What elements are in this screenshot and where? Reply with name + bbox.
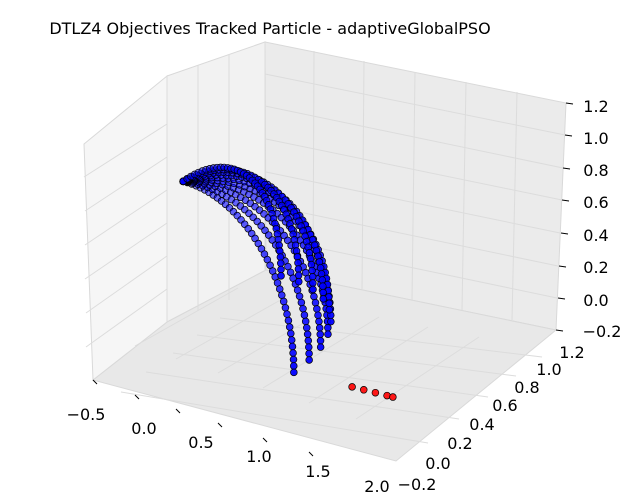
z-tick-label: 0.2 <box>583 258 608 277</box>
front-point <box>290 368 298 377</box>
front-point <box>327 317 335 326</box>
y-tick-label: 1.2 <box>559 343 584 362</box>
front-point <box>290 362 298 370</box>
front-point <box>284 316 293 325</box>
y-tick-label: −0.2 <box>398 475 437 494</box>
x-tick-label: 0.0 <box>131 419 156 438</box>
front-point <box>319 288 327 297</box>
front-point <box>289 349 297 357</box>
front-point <box>281 303 290 312</box>
front-point <box>278 291 286 299</box>
z-tick-label: 0.6 <box>583 193 608 212</box>
z-tick-labels: −0.2 0.0 0.2 0.4 0.6 0.8 1.0 1.2 <box>583 97 622 341</box>
x-tick-label: 1.0 <box>246 447 271 466</box>
front-point <box>289 355 298 364</box>
front-point <box>309 285 317 294</box>
front-point <box>294 271 303 280</box>
front-point <box>319 282 327 290</box>
front-point <box>303 330 312 338</box>
front-point <box>275 285 284 293</box>
front-point <box>316 343 325 351</box>
z-tick-label: 1.0 <box>583 129 608 148</box>
front-point <box>293 286 302 294</box>
chart-title: DTLZ4 Objectives Tracked Particle - adap… <box>49 19 490 38</box>
axis-ticks <box>92 102 574 457</box>
front-point <box>283 310 291 318</box>
front-point <box>300 311 309 319</box>
front-point <box>294 259 302 267</box>
x-tick-label: 0.5 <box>188 433 213 452</box>
front-point <box>310 292 318 301</box>
y-tick-label: 0.4 <box>469 415 494 434</box>
front-point <box>287 329 295 338</box>
front-point <box>325 305 334 314</box>
y-tick-label: 0.8 <box>514 378 539 397</box>
z-tick-label: −0.2 <box>583 322 622 341</box>
front-point <box>315 324 324 332</box>
y-tick-labels: −0.2 0.0 0.2 0.4 0.6 0.8 1.0 1.2 <box>398 343 585 494</box>
front-point <box>311 298 320 307</box>
tracked-particle-point <box>371 388 380 397</box>
front-point <box>314 311 322 319</box>
front-point <box>277 259 285 267</box>
front-point <box>277 272 285 280</box>
front-point <box>279 297 288 306</box>
front-point <box>317 270 326 278</box>
z-tick-label: 0.4 <box>583 226 608 245</box>
front-point <box>304 336 313 345</box>
front-point <box>277 265 285 274</box>
front-point <box>309 279 317 287</box>
front-point <box>285 323 294 331</box>
axes3d <box>83 41 574 462</box>
front-point <box>288 342 297 351</box>
front-point <box>294 265 303 273</box>
z-tick-label: 1.2 <box>583 97 608 116</box>
y-tick-label: 0.2 <box>447 434 472 453</box>
front-point <box>315 317 323 326</box>
front-point <box>295 292 304 301</box>
front-point <box>299 304 307 313</box>
tracked-particle-point <box>389 393 397 401</box>
y-tick-label: 0.0 <box>425 454 450 473</box>
front-point <box>325 299 333 308</box>
front-point <box>297 298 306 307</box>
z-tick-label: 0.8 <box>583 161 608 180</box>
front-point <box>305 343 313 351</box>
front-point <box>308 266 316 275</box>
x-tick-labels: −0.5 0.0 0.5 1.0 1.5 2.0 <box>67 405 390 496</box>
front-point <box>324 330 332 338</box>
front-point <box>308 273 317 281</box>
x-tick-label: 2.0 <box>364 477 389 496</box>
front-point <box>179 177 187 186</box>
y-tick-label: 1.0 <box>536 360 561 379</box>
x-tick-label: 1.5 <box>305 462 330 481</box>
data-points <box>179 163 397 401</box>
front-point <box>316 336 325 345</box>
front-point <box>295 277 303 286</box>
front-point <box>301 317 310 326</box>
x-tick-label: −0.5 <box>67 405 106 424</box>
front-point <box>305 356 313 364</box>
front-point <box>319 295 328 303</box>
front-point <box>316 330 324 339</box>
front-point <box>276 253 285 261</box>
front-point <box>187 172 195 181</box>
front-point <box>305 349 313 358</box>
tracked-particle-point <box>360 386 368 394</box>
y-tick-label: 0.6 <box>492 396 517 415</box>
z-tick-label: 0.0 <box>583 291 608 310</box>
front-point <box>287 336 296 344</box>
front-point <box>324 324 332 332</box>
front-point <box>313 305 321 313</box>
front-point <box>183 175 191 183</box>
tracked-particle-point <box>348 383 356 391</box>
front-point <box>302 324 311 332</box>
front-point <box>318 276 327 284</box>
